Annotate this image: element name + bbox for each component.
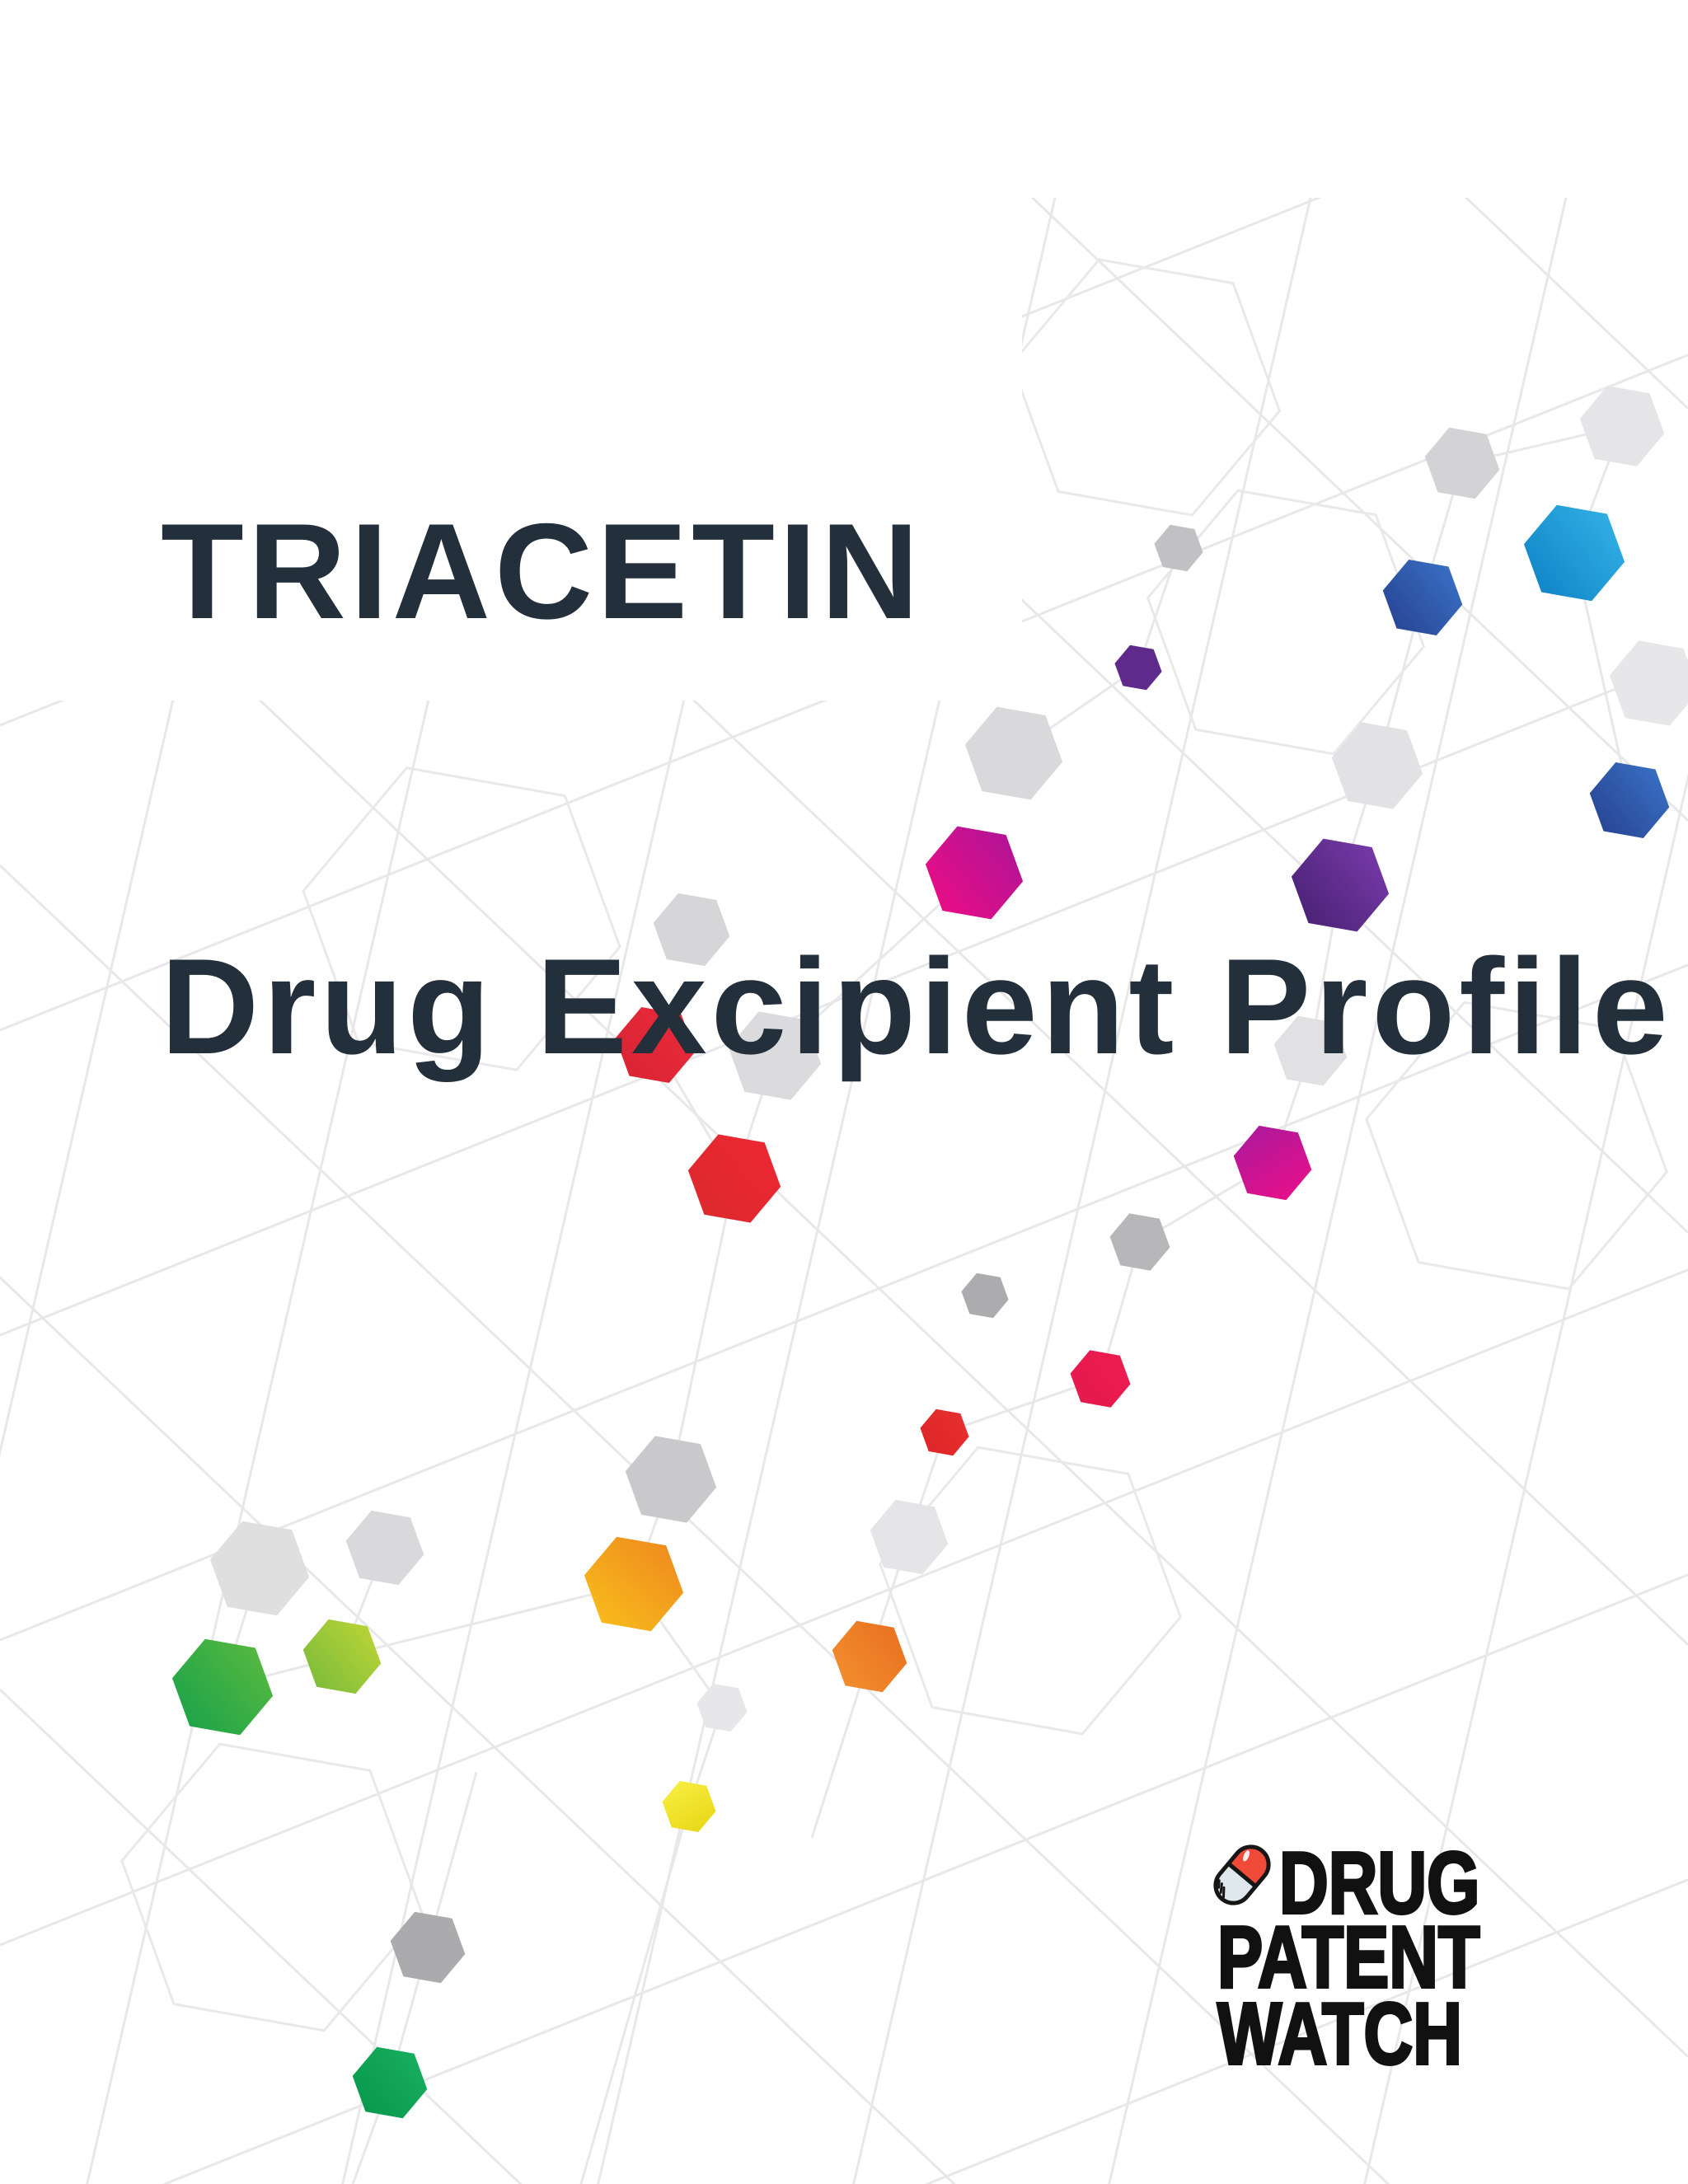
hexagon: [1291, 838, 1390, 932]
hexagon: [1273, 1015, 1348, 1086]
hexagon: [1523, 504, 1625, 602]
hexagon: [925, 826, 1024, 920]
connector-line: [669, 1178, 736, 1480]
hexagon: [1579, 386, 1665, 466]
ghost-hexagon-outline: [1365, 1001, 1668, 1291]
page-title: TRIACETIN Drug Excipient Profile: [161, 209, 1672, 1369]
hexagon: [696, 1683, 748, 1732]
ghost-hexagon-outline: [879, 1446, 1182, 1736]
lattice-line: [0, 452, 1688, 2058]
hexagon: [584, 1536, 684, 1632]
hexagon: [1109, 1213, 1170, 1271]
hexagon: [1070, 1350, 1131, 1408]
hexagon: [920, 1408, 969, 1456]
hexagon: [1154, 524, 1203, 572]
ghost-hexagon-outline: [1146, 489, 1426, 756]
lattice-line: [1353, 198, 1688, 2184]
hexagon: [390, 1911, 466, 1984]
pill-white-half: [1213, 1861, 1258, 1905]
pill-red-half: [1226, 1844, 1271, 1889]
hexagon: [209, 1521, 310, 1616]
hexagon: [728, 1011, 822, 1100]
hexagon: [1382, 559, 1463, 636]
title-line-2: Drug Excipient Profile: [161, 930, 1672, 1082]
lattice-line: [1098, 198, 1568, 2184]
lattice-line: [0, 1878, 1688, 2184]
filled-hexagons: [171, 386, 1688, 2119]
lattice-line: [0, 1688, 1688, 2184]
hexagon: [1233, 1125, 1312, 1201]
hexagon: [687, 1134, 781, 1223]
hexagon: [615, 1006, 696, 1084]
hexagon: [345, 1510, 424, 1586]
logo-word-patent: PATENT: [1216, 1909, 1481, 2006]
lattice-line: [0, 1268, 1688, 1947]
hexagon: [1114, 644, 1162, 691]
hexagon: [302, 1619, 382, 1694]
connector-line: [944, 1377, 1101, 1434]
hexagon: [961, 1272, 1009, 1319]
connector-line: [341, 1582, 635, 1658]
lattice-line: [0, 198, 1688, 822]
pill-hatch-marks: [1217, 1879, 1226, 1899]
lattice-line: [0, 1573, 1688, 2184]
hexagon: [625, 1436, 717, 1523]
hexagon: [1424, 427, 1500, 499]
title-line-1: TRIACETIN: [161, 495, 923, 647]
logo-word-watch: WATCH: [1216, 1985, 1463, 2083]
hexagon: [870, 1499, 949, 1575]
lattice-line: [0, 963, 1688, 1642]
hexagon: [171, 1638, 274, 1736]
hexagon: [964, 706, 1063, 800]
connector-line: [579, 1806, 691, 2184]
logo-word-drug: DRUG: [1278, 1835, 1481, 1932]
pill-icon: [1213, 1844, 1271, 1905]
hexagon: [1589, 762, 1670, 839]
ghost-hexagon-outline: [302, 766, 621, 1071]
hexagon: [1331, 722, 1423, 809]
hexagon: [352, 2046, 428, 2119]
lattice-line: [842, 198, 1312, 2184]
hexagon: [1609, 640, 1688, 726]
hexagon: [662, 1780, 716, 1833]
pill-highlight: [1243, 1850, 1250, 1862]
hexagon: [653, 893, 730, 967]
hexagon: [832, 1620, 907, 1693]
ghost-hexagon-outline: [120, 1742, 424, 2032]
